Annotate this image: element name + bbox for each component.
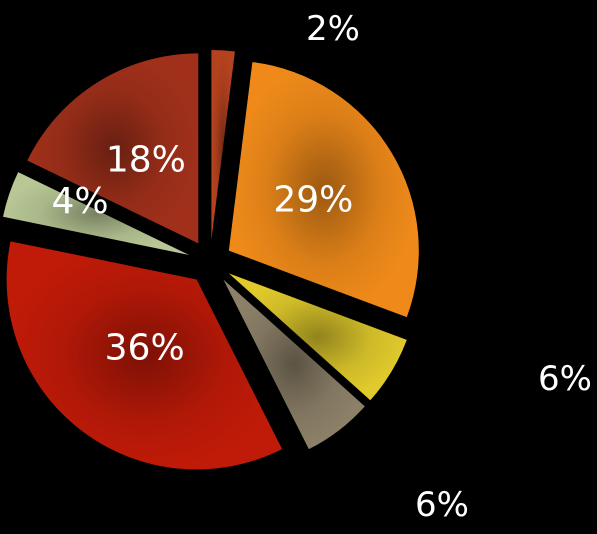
pie-slice-shade [223,279,365,450]
pie-slice-shade [3,172,190,255]
slice-label: 4% [51,181,108,222]
slice-label: 6% [538,359,592,399]
pie-labels: 2% 29% 6% 6% 36% 4%18% [51,9,592,525]
pie-slice-shade [27,53,199,244]
pie-slice-shade [6,241,283,470]
pie-slice-shade [211,50,235,241]
pie-slices [3,50,419,470]
slice-label: 29% [273,179,353,220]
slice-label: 18% [106,140,186,181]
slice-label: 36% [105,327,185,368]
pie-slice-shade [228,62,419,318]
slice-label: 6% [415,485,469,525]
slice-label: 2% [306,9,360,49]
pie-slice-shade [228,273,407,401]
